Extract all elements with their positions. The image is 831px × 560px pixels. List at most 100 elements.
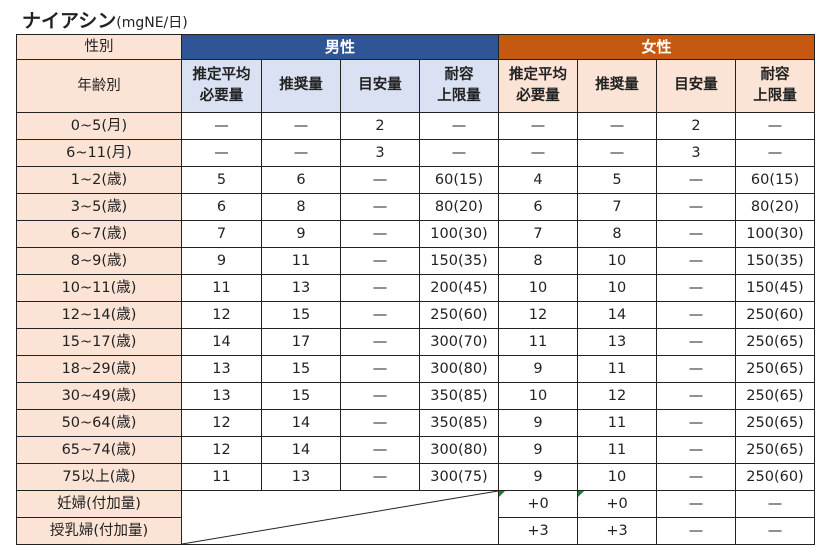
sex-label: 性別: [16, 34, 182, 60]
male-value-cell: 12: [181, 409, 262, 437]
female-value-cell: —: [498, 112, 578, 140]
male-value-cell: —: [261, 139, 341, 167]
female-value-cell: 150(45): [735, 274, 815, 302]
female-value-cell: 2: [656, 112, 736, 140]
male-value-cell: 15: [261, 355, 341, 383]
male-value-cell: 14: [261, 436, 341, 464]
male-col-header: 耐容 上限量: [419, 59, 499, 113]
male-value-cell: —: [181, 112, 262, 140]
male-value-cell: 300(80): [419, 436, 499, 464]
female-value-cell: 5: [577, 166, 657, 194]
female-value-cell: 8: [577, 220, 657, 248]
male-value-cell: 3: [340, 139, 420, 167]
table-row: 8~9(歳) 9 11—150(35) 8 10—150(35): [16, 247, 815, 275]
female-col-header: 目安量: [656, 59, 736, 113]
table-row: 10~11(歳) 11 13—200(45) 10 10—150(45): [16, 274, 815, 302]
female-value-cell: 9: [498, 436, 578, 464]
female-extra-cell: —: [656, 517, 736, 545]
male-na-diagonal-cell: [181, 490, 499, 545]
table-row: 6~7(歳) 7 9—100(30) 7 8—100(30): [16, 220, 815, 248]
male-value-cell: —: [340, 382, 420, 410]
table-row: 1~2(歳) 5 6—60(15) 4 5—60(15): [16, 166, 815, 194]
male-value-cell: 12: [181, 301, 262, 329]
diagonal-line: [182, 491, 498, 544]
female-value-cell: 250(60): [735, 301, 815, 329]
female-value-cell: —: [577, 139, 657, 167]
table-row: 50~64(歳) 12 14—350(85) 9 11—250(65): [16, 409, 815, 437]
table-row: 65~74(歳) 12 14—300(80) 9 11—250(65): [16, 436, 815, 464]
male-value-cell: 300(70): [419, 328, 499, 356]
female-value-cell: 250(65): [735, 382, 815, 410]
male-value-cell: 15: [261, 382, 341, 410]
male-value-cell: 9: [261, 220, 341, 248]
female-value-cell: —: [656, 301, 736, 329]
age-cell: 6~11(月): [16, 139, 182, 167]
extra-label-cell: 妊婦(付加量): [16, 490, 182, 518]
female-value-cell: 10: [498, 274, 578, 302]
female-value-cell: 9: [498, 463, 578, 491]
male-value-cell: 12: [181, 436, 262, 464]
male-value-cell: 6: [181, 193, 262, 221]
male-value-cell: 14: [181, 328, 262, 356]
female-value-cell: 250(60): [735, 463, 815, 491]
male-value-cell: 13: [261, 463, 341, 491]
male-value-cell: 6: [261, 166, 341, 194]
female-value-cell: —: [656, 382, 736, 410]
male-value-cell: —: [340, 436, 420, 464]
female-extra-cell: —: [656, 490, 736, 518]
female-value-cell: —: [656, 409, 736, 437]
female-value-cell: —: [656, 220, 736, 248]
age-cell: 12~14(歳): [16, 301, 182, 329]
female-extra-cell: +0: [498, 490, 578, 518]
female-value-cell: 11: [498, 328, 578, 356]
table-row: 授乳婦(付加量) +3 +3— —: [16, 517, 815, 545]
male-value-cell: —: [340, 220, 420, 248]
male-value-cell: —: [340, 463, 420, 491]
female-value-cell: 11: [577, 355, 657, 383]
title-unit: (mgNE/日): [116, 15, 188, 31]
male-col-header: 目安量: [340, 59, 420, 113]
male-value-cell: —: [340, 193, 420, 221]
female-value-cell: —: [656, 274, 736, 302]
female-value-cell: 10: [577, 463, 657, 491]
table-row: 6~11(月) — —3— — —3—: [16, 139, 815, 167]
female-value-cell: 7: [577, 193, 657, 221]
male-value-cell: 9: [181, 247, 262, 275]
female-value-cell: —: [656, 436, 736, 464]
age-cell: 75以上(歳): [16, 463, 182, 491]
female-value-cell: —: [656, 247, 736, 275]
male-value-cell: —: [340, 274, 420, 302]
female-value-cell: 9: [498, 409, 578, 437]
female-value-cell: 10: [577, 247, 657, 275]
female-value-cell: 80(20): [735, 193, 815, 221]
female-value-cell: 3: [656, 139, 736, 167]
male-value-cell: 11: [181, 463, 262, 491]
male-header: 男性: [181, 34, 499, 60]
female-value-cell: 10: [577, 274, 657, 302]
female-value-cell: —: [577, 112, 657, 140]
age-cell: 15~17(歳): [16, 328, 182, 356]
male-value-cell: 11: [261, 247, 341, 275]
male-value-cell: 250(60): [419, 301, 499, 329]
female-value-cell: 8: [498, 247, 578, 275]
male-value-cell: 5: [181, 166, 262, 194]
female-value-cell: 60(15): [735, 166, 815, 194]
male-value-cell: —: [419, 112, 499, 140]
female-value-cell: —: [498, 139, 578, 167]
table-row: 15~17(歳) 14 17—300(70) 11 13—250(65): [16, 328, 815, 356]
male-value-cell: 100(30): [419, 220, 499, 248]
female-extra-cell: —: [735, 517, 815, 545]
table-row: 30~49(歳) 13 15—350(85) 10 12—250(65): [16, 382, 815, 410]
male-value-cell: —: [340, 166, 420, 194]
female-value-cell: —: [656, 193, 736, 221]
age-cell: 3~5(歳): [16, 193, 182, 221]
female-value-cell: —: [656, 328, 736, 356]
female-value-cell: 14: [577, 301, 657, 329]
male-value-cell: —: [340, 409, 420, 437]
female-value-cell: 11: [577, 409, 657, 437]
female-extra-cell: +3: [498, 517, 578, 545]
female-value-cell: 4: [498, 166, 578, 194]
male-col-header: 推奨量: [261, 59, 341, 113]
male-value-cell: —: [340, 247, 420, 275]
male-col-header: 推定平均 必要量: [181, 59, 262, 113]
